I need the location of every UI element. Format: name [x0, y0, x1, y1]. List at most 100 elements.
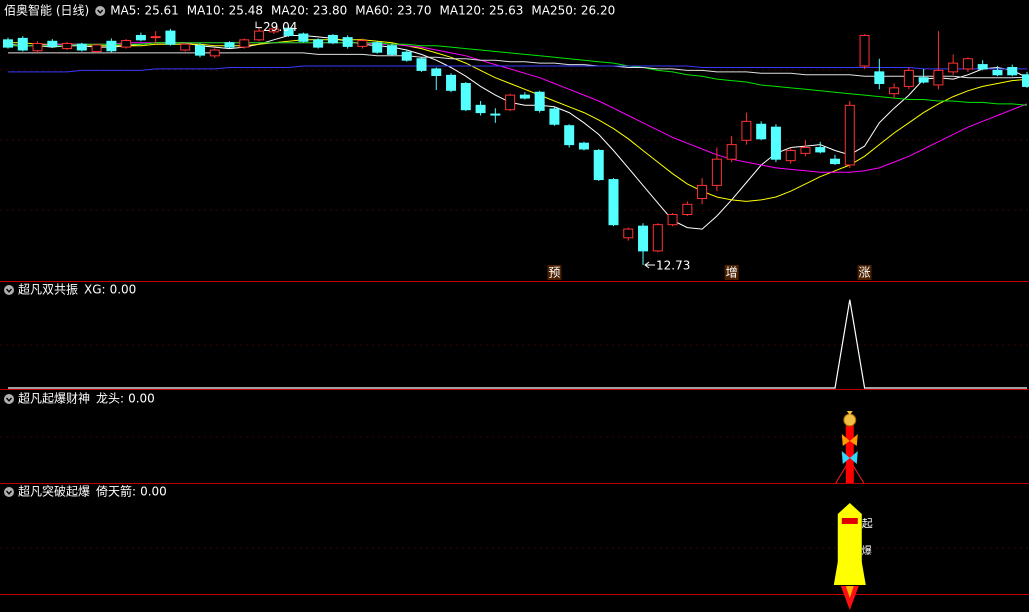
candle-body [593, 149, 604, 181]
panel-toggle [4, 487, 14, 497]
candle-body [800, 147, 811, 154]
legend-value: 23.80 [313, 4, 347, 18]
legend-value: 0.00 [140, 485, 167, 499]
candle-body [992, 69, 1003, 76]
toggle-chevron [5, 288, 13, 293]
rocket-nose [837, 503, 862, 514]
candle-body [534, 91, 545, 111]
candle-body [608, 179, 619, 226]
chart-title: 佰奥智能 (日线) [4, 3, 89, 18]
toggle-chevron [97, 9, 104, 14]
toggle-chevron [5, 490, 13, 495]
signal-icon [835, 411, 865, 484]
candle-body [578, 142, 589, 150]
panel-toggle [4, 285, 14, 295]
indicator-line [8, 299, 1027, 389]
candle-body [490, 113, 501, 116]
legend-name: 龙头: [96, 392, 124, 406]
candle-body [342, 37, 353, 47]
candle-body [32, 42, 43, 52]
candle-body [918, 77, 929, 83]
signal-icon: 起爆 [833, 503, 873, 610]
ma-line [8, 42, 1028, 106]
rocket-flame-core [845, 586, 854, 598]
candle-body [268, 28, 279, 33]
candle-body [239, 39, 250, 48]
ma-line [8, 39, 1028, 202]
ma-line [8, 52, 1028, 79]
candle-body [106, 40, 117, 52]
candle-body [549, 108, 560, 125]
signal-marker-bg [857, 265, 872, 280]
candle-body [638, 225, 649, 252]
candle-body [327, 34, 338, 44]
candle-body [1022, 74, 1029, 87]
rocket-text: 爆 [862, 545, 872, 557]
candle-body [519, 94, 530, 99]
candle-body [475, 104, 486, 114]
panel-toggle [95, 6, 106, 16]
signal-marker-bg [547, 265, 562, 280]
candle-body [815, 147, 826, 153]
candle-body [962, 58, 973, 70]
candle-body [844, 104, 855, 166]
candle-body [62, 42, 73, 50]
candle-body [283, 27, 294, 36]
toggle-circle [4, 285, 14, 295]
candle-body [165, 30, 176, 45]
candle-body [785, 149, 796, 162]
toggle-circle [4, 487, 14, 497]
panel-title: 超凡突破起爆 [18, 484, 90, 499]
butterfly [841, 451, 858, 464]
candle-body [667, 214, 678, 226]
candle-body [76, 43, 87, 51]
panel-separators [0, 281, 1029, 595]
money-bag [843, 413, 857, 427]
candle-body [697, 184, 708, 199]
candle-body [623, 228, 634, 239]
candle-body [313, 39, 324, 48]
candle-body [386, 45, 397, 55]
candle-body [431, 68, 442, 76]
candle-body [180, 43, 191, 51]
candle-body [298, 33, 309, 42]
legend-name: XG: [84, 283, 106, 297]
money-bag-top [846, 411, 853, 415]
candle-body [17, 37, 28, 51]
candle-body [209, 49, 220, 57]
signal-marker: 增 [726, 266, 738, 280]
candle-body [564, 125, 575, 146]
candle-body [741, 120, 752, 141]
candle-body [254, 30, 265, 41]
high-leader [255, 21, 263, 29]
candle-body [194, 45, 205, 56]
candle-body [682, 203, 693, 215]
rocket-fins [833, 562, 866, 585]
candle-body [1007, 66, 1018, 76]
legend-value: 0.00 [128, 392, 155, 406]
legend-name: MA20: [271, 4, 309, 18]
toggle-chevron [5, 397, 13, 402]
candle-body [889, 87, 900, 95]
candle-body [446, 74, 457, 91]
candle-body [150, 36, 161, 39]
candle-body [977, 64, 988, 70]
low-leader [644, 261, 656, 269]
legend-name: MA120: [440, 4, 486, 18]
rocket-text: 起 [862, 517, 873, 530]
candle-body [830, 158, 841, 165]
candle-body [401, 51, 412, 61]
legend-value: 25.61 [144, 4, 178, 18]
candle-body [903, 69, 914, 87]
candle-body [224, 42, 235, 48]
candle-body [948, 62, 959, 73]
candle-body [770, 126, 781, 160]
signal-marker: 预 [548, 266, 560, 280]
candle-body [652, 224, 663, 252]
panel-toggle [4, 394, 14, 404]
legend-value: 25.48 [229, 4, 263, 18]
legend-name: 倚天箭: [96, 484, 136, 499]
